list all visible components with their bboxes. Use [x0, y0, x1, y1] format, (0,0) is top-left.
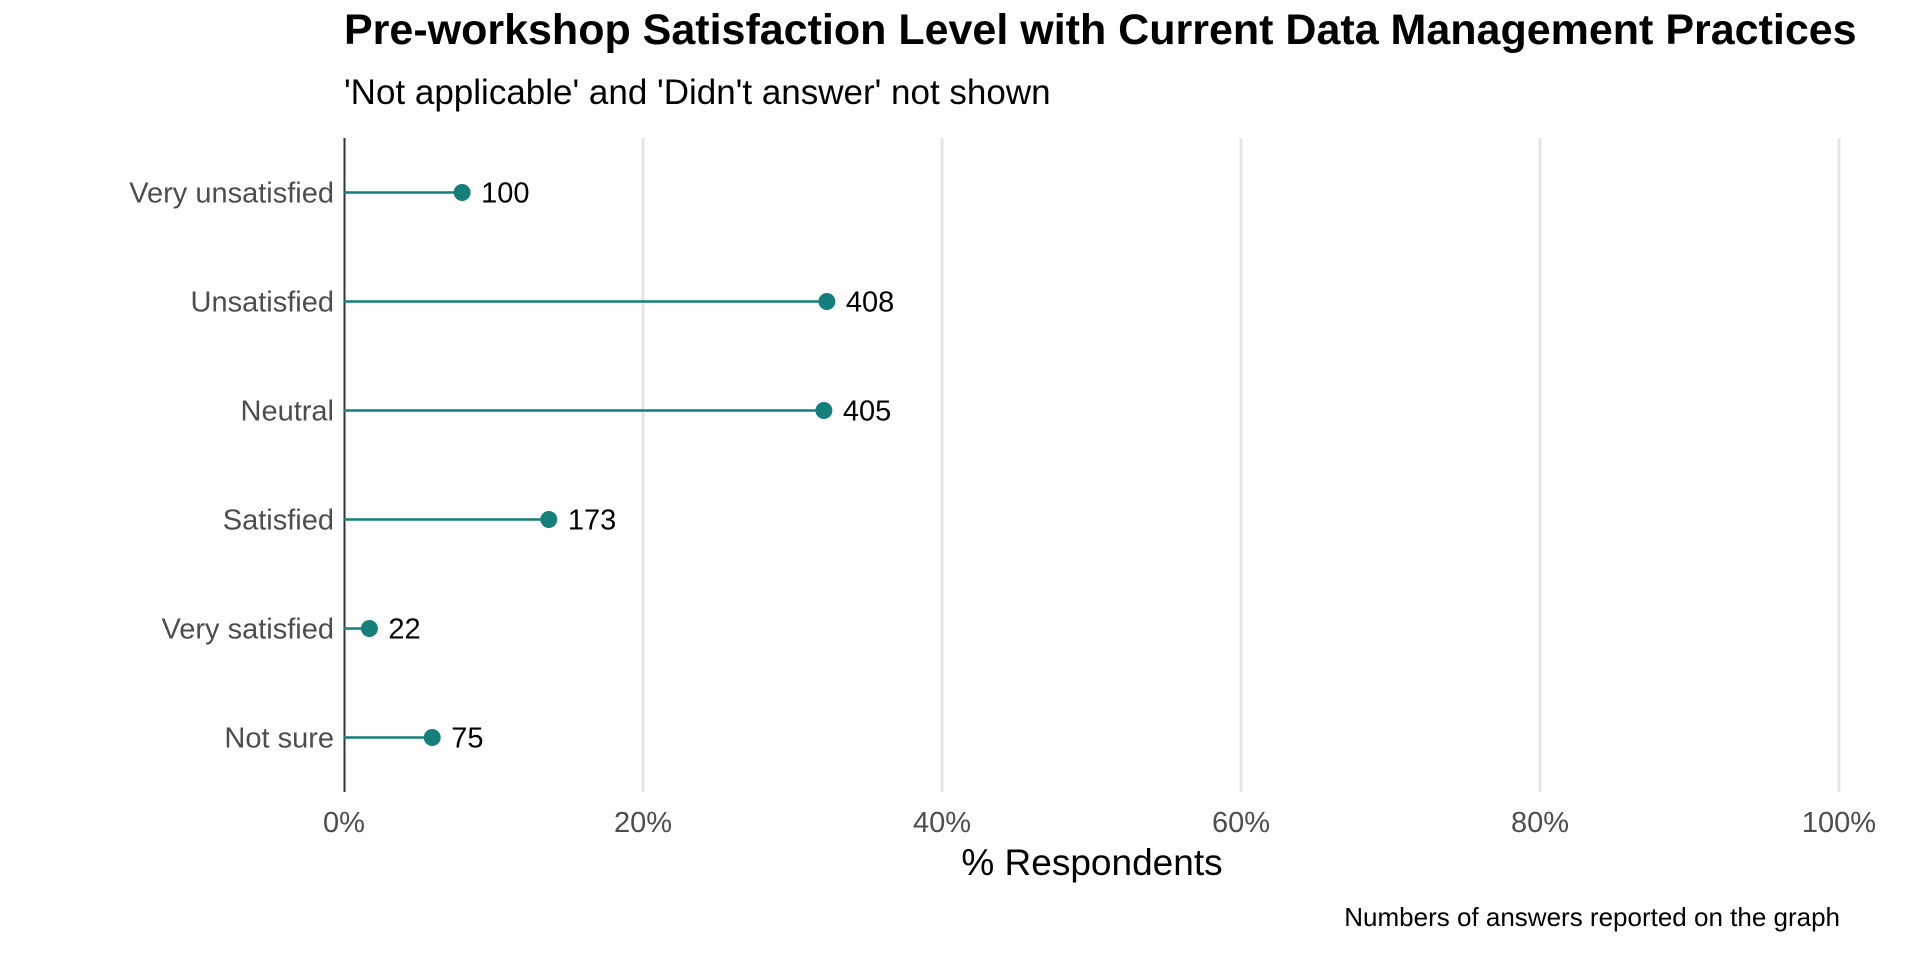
- data-label: 405: [843, 396, 891, 428]
- x-tick-label: 0%: [323, 807, 365, 839]
- x-tick-label: 20%: [614, 807, 672, 839]
- lollipop-point: [360, 620, 378, 637]
- y-tick-label: Neutral: [241, 396, 335, 428]
- x-axis-title: % Respondents: [961, 842, 1222, 883]
- y-tick-label: Very satisfied: [162, 614, 334, 646]
- chart-caption: Numbers of answers reported on the graph: [1344, 902, 1840, 932]
- data-label: 173: [568, 505, 616, 537]
- x-tick-label: 100%: [1802, 807, 1876, 839]
- chart-title: Pre-workshop Satisfaction Level with Cur…: [344, 6, 1857, 54]
- lollipop-point: [818, 293, 836, 310]
- y-tick-label: Satisfied: [223, 505, 334, 537]
- chart-subtitle: 'Not applicable' and 'Didn't answer' not…: [344, 73, 1051, 112]
- x-tick-label: 80%: [1511, 807, 1569, 839]
- data-label: 22: [388, 614, 420, 646]
- data-label: 408: [846, 287, 894, 319]
- lollipop-point: [423, 729, 441, 746]
- x-tick-label: 60%: [1212, 807, 1270, 839]
- marks-layer: 100 408 405 173 22 75: [344, 178, 894, 755]
- lollipop-point: [540, 511, 558, 528]
- y-tick-label: Unsatisfied: [191, 287, 334, 319]
- y-axis-ticks: Very unsatisfied Unsatisfied Neutral Satisf…: [129, 178, 334, 755]
- lollipop-point: [815, 402, 833, 419]
- data-label: 100: [481, 178, 529, 210]
- x-axis-ticks: 0% 20% 40% 60% 80% 100%: [323, 807, 1876, 839]
- y-tick-label: Not sure: [224, 723, 334, 755]
- y-tick-label: Very unsatisfied: [129, 178, 334, 210]
- x-tick-label: 40%: [913, 807, 971, 839]
- lollipop-point: [453, 184, 471, 201]
- data-label: 75: [451, 723, 483, 755]
- grid-layer: [641, 138, 1841, 792]
